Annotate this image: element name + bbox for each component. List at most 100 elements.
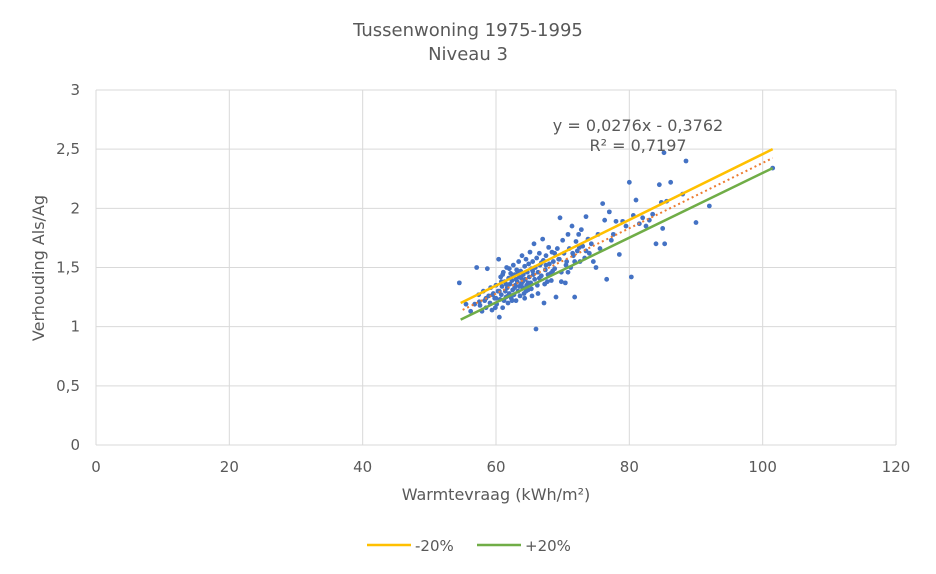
data-point	[541, 300, 547, 306]
y-tick-label: 2	[70, 199, 80, 217]
y-tick-label: 0	[70, 436, 80, 454]
x-tick-label: 0	[91, 458, 101, 476]
x-tick-label: 40	[353, 458, 372, 476]
data-point	[562, 280, 568, 286]
data-point	[513, 298, 519, 304]
legend-label: +20%	[525, 537, 571, 555]
data-point	[498, 292, 504, 298]
data-point	[574, 248, 580, 254]
data-point	[536, 250, 542, 256]
y-tick-labels: 0 0,5 1 1,5 2 2,5 3	[56, 81, 80, 454]
data-point	[558, 279, 564, 285]
data-point	[518, 275, 524, 281]
data-point	[590, 259, 596, 264]
data-point	[546, 244, 552, 250]
series-line	[460, 148, 774, 305]
data-point	[640, 215, 646, 221]
data-point	[468, 308, 474, 314]
data-point	[553, 294, 559, 300]
y-tick-label: 0,5	[56, 377, 80, 395]
data-point	[456, 280, 462, 286]
legend: -20% +20%	[367, 537, 571, 555]
trendline-r-squared: R² = 0,7197	[589, 136, 686, 155]
series-line	[460, 166, 774, 321]
data-point	[522, 263, 528, 269]
data-point	[477, 302, 483, 308]
data-point	[505, 300, 511, 306]
data-point	[516, 284, 522, 289]
data-point	[530, 268, 536, 274]
data-point	[588, 241, 594, 247]
data-point	[543, 262, 549, 268]
x-tick-label: 20	[220, 458, 239, 476]
trendline-equation: y = 0,0276x - 0,3762	[553, 116, 723, 135]
data-point	[653, 241, 659, 247]
data-point	[496, 314, 502, 320]
data-point	[554, 246, 560, 251]
data-point	[560, 237, 566, 243]
data-point	[660, 226, 666, 231]
data-point	[572, 294, 578, 300]
data-point	[513, 276, 519, 282]
data-point	[628, 274, 634, 280]
data-point	[510, 262, 516, 268]
data-point	[656, 182, 662, 188]
data-point	[522, 295, 528, 301]
data-point	[693, 220, 699, 225]
data-point	[530, 259, 536, 264]
data-point	[529, 293, 535, 299]
data-point	[604, 276, 610, 282]
data-point	[556, 256, 562, 262]
data-point	[583, 214, 589, 220]
data-point	[548, 278, 554, 283]
data-point	[606, 209, 612, 215]
data-point	[616, 252, 622, 257]
data-point	[573, 239, 579, 244]
data-point	[565, 231, 571, 237]
gridlines	[95, 89, 897, 446]
data-point	[643, 223, 649, 229]
data-point	[668, 179, 674, 185]
data-point	[526, 261, 532, 267]
data-point	[597, 246, 603, 251]
data-point	[536, 275, 542, 281]
data-point	[552, 250, 558, 256]
data-point	[550, 259, 556, 264]
data-point	[509, 298, 515, 304]
data-point	[512, 285, 518, 291]
data-point	[516, 259, 522, 264]
data-point	[533, 326, 539, 332]
data-point	[523, 288, 529, 294]
data-point	[496, 256, 502, 262]
data-point	[506, 266, 512, 272]
data-point	[650, 211, 656, 217]
data-point	[569, 223, 575, 229]
data-point	[706, 203, 712, 209]
data-point	[593, 265, 599, 270]
chart-title: Tussenwoning 1975-1995	[352, 20, 583, 41]
data-point	[563, 262, 569, 268]
data-point	[565, 269, 571, 275]
data-point	[683, 158, 689, 164]
data-point	[600, 201, 606, 207]
data-point	[633, 197, 639, 203]
data-point	[499, 284, 505, 289]
data-point	[576, 231, 582, 237]
data-point	[484, 266, 490, 272]
data-point	[623, 223, 629, 229]
data-point	[492, 305, 498, 311]
data-point	[493, 295, 499, 301]
data-point	[500, 305, 506, 311]
x-tick-label: 60	[486, 458, 505, 476]
data-point	[507, 281, 513, 287]
y-tick-label: 2,5	[56, 140, 80, 158]
data-point	[530, 272, 536, 277]
data-points	[456, 150, 776, 332]
data-point	[517, 293, 523, 299]
data-point	[613, 218, 619, 224]
y-axis-label: Verhouding Als/Ag	[29, 195, 48, 341]
data-point	[527, 249, 533, 255]
series-lines	[460, 148, 774, 321]
data-point	[626, 179, 632, 185]
data-point	[662, 241, 668, 247]
